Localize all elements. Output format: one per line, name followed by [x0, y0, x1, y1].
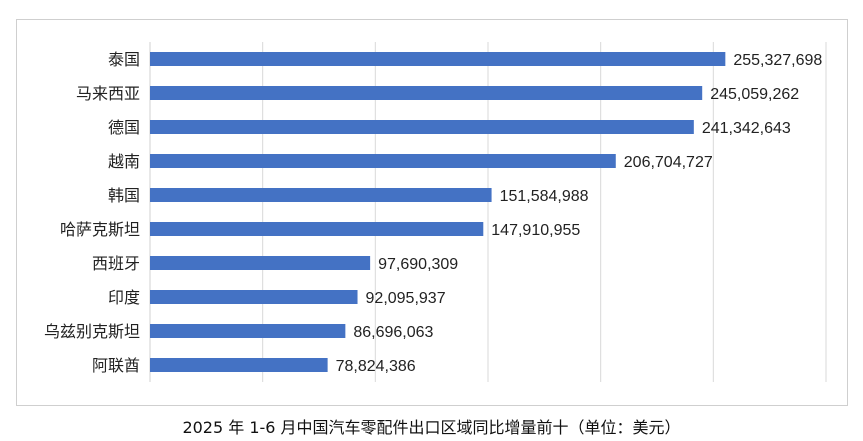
bar: [150, 358, 328, 372]
bar: [150, 324, 346, 338]
bar: [150, 154, 616, 168]
chart-title: 2025 年 1-6 月中国汽车零配件出口区域同比增量前十（单位：美元）: [182, 418, 681, 437]
data-label: 245,059,262: [710, 86, 799, 103]
category-label: 泰国: [108, 50, 140, 69]
category-label: 德国: [108, 118, 140, 137]
category-label: 马来西亚: [76, 84, 140, 103]
data-label: 92,095,937: [366, 290, 446, 307]
chart-frame: [16, 19, 848, 406]
data-label: 78,824,386: [336, 358, 416, 375]
category-label: 韩国: [108, 186, 140, 205]
category-label: 哈萨克斯坦: [60, 220, 140, 239]
category-label: 印度: [108, 288, 140, 307]
data-label: 241,342,643: [702, 120, 791, 137]
data-label: 147,910,955: [491, 222, 580, 239]
category-label: 乌兹别克斯坦: [44, 322, 140, 341]
bar: [150, 188, 492, 202]
bar: [150, 52, 726, 66]
data-label: 206,704,727: [624, 154, 713, 171]
bar: [150, 256, 371, 270]
data-label: 151,584,988: [500, 188, 589, 205]
category-label: 西班牙: [92, 254, 140, 273]
category-label: 越南: [108, 152, 140, 171]
data-label: 255,327,698: [733, 52, 822, 69]
bar: [150, 222, 484, 236]
category-label: 阿联酋: [92, 356, 140, 375]
data-label: 97,690,309: [378, 256, 458, 273]
bar: [150, 86, 703, 100]
bar: [150, 290, 358, 304]
bar: [150, 120, 694, 134]
data-label: 86,696,063: [353, 324, 433, 341]
